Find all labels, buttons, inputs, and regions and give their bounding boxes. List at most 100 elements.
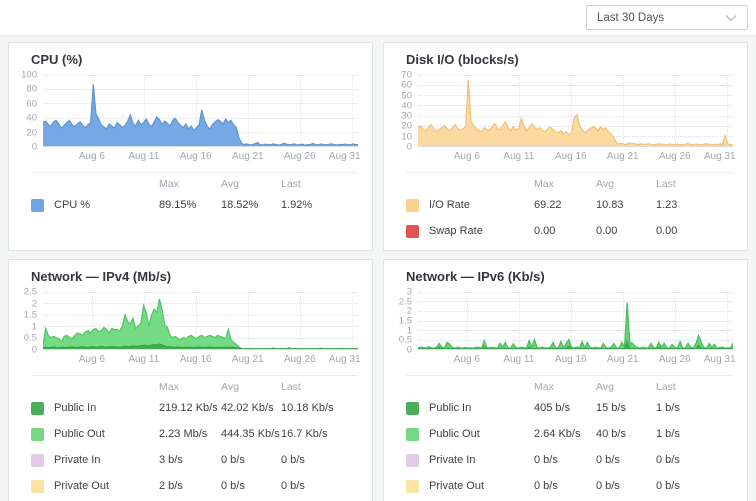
y-tick-label: 2.5 — [23, 286, 37, 298]
time-range-select[interactable]: Last 30 Days — [586, 5, 748, 30]
max-value: 2 b/s — [159, 480, 183, 492]
last-value: 1 b/s — [656, 402, 680, 414]
legend-header-avg: Avg — [221, 381, 239, 393]
y-tick-label: 3 — [406, 286, 412, 298]
legend-row-public-out: Public Out 2.23 Mb/s 444.35 Kb/s 16.7 Kb/s — [31, 421, 358, 447]
avg-value: 10.83 — [596, 199, 624, 211]
legend-header: Max Avg Last — [31, 379, 358, 395]
x-tick-label: Aug 16 — [554, 151, 587, 162]
series-color-swatch — [406, 427, 419, 441]
v-gridline — [622, 292, 624, 349]
legend-header-avg: Avg — [596, 381, 614, 393]
x-tick-label: Aug 16 — [179, 151, 212, 162]
chart-body: 0 10 20 30 40 50 60 70 — [392, 70, 733, 151]
avg-value: 18.52% — [221, 199, 259, 211]
x-tick-label: Aug 16 — [179, 354, 212, 365]
v-gridline — [91, 292, 93, 349]
x-tick-label: Aug 21 — [231, 354, 264, 365]
legend-header: Max Avg Last — [31, 176, 358, 192]
v-gridline — [570, 75, 572, 146]
max-value: 2.64 Kb/s — [534, 428, 581, 440]
chart-panel-disk-io: Disk I/O (blocks/s) 0 10 20 30 40 50 60 70 Aug … — [383, 42, 748, 251]
h-gridline — [418, 105, 733, 107]
y-tick-label: 20 — [401, 120, 412, 132]
last-value: 0 b/s — [281, 480, 305, 492]
series-name: Private In — [429, 454, 476, 466]
v-gridline — [195, 75, 197, 146]
avg-value: 0.00 — [596, 225, 618, 237]
plot-area — [418, 292, 733, 350]
topbar: Last 30 Days — [0, 0, 756, 36]
series-name: Private In — [54, 454, 101, 466]
series-color-swatch — [406, 453, 419, 467]
x-tick-label: Aug 26 — [658, 354, 691, 365]
plot-area — [43, 75, 358, 147]
chart-title: CPU (%) — [31, 52, 83, 67]
last-value: 0.00 — [656, 225, 678, 237]
y-axis: 0 20 40 60 80 100 — [17, 70, 43, 151]
legend-row-private-in: Private In 3 b/s 0 b/s 0 b/s — [31, 447, 358, 473]
series-name: Public In — [429, 402, 472, 414]
chart-series-svg — [418, 75, 733, 146]
legend-label: Swap Rate — [406, 224, 534, 238]
max-value: 405 b/s — [534, 402, 571, 414]
chart-panel-cpu: CPU (%) 0 20 40 60 80 100 Aug 6 Aug 11 Aug 16 Au… — [8, 42, 373, 251]
h-gridline — [418, 301, 733, 303]
series-name: Public Out — [429, 428, 480, 440]
series-area-public-out — [43, 298, 358, 349]
v-gridline — [299, 292, 301, 349]
legend-label: I/O Rate — [406, 198, 534, 212]
series-area-public-in — [43, 343, 358, 349]
legend-table: Max Avg Last Public In 219.12 Kb/s 42.02 Kb/s… — [31, 375, 358, 499]
v-gridline — [351, 75, 353, 146]
legend-header-avg: Avg — [221, 178, 239, 190]
last-value: 10.18 Kb/s — [281, 402, 334, 414]
y-tick-label: 40 — [401, 100, 412, 112]
v-gridline — [518, 75, 520, 146]
x-tick-label: Aug 6 — [78, 151, 105, 162]
x-tick-label: Aug 11 — [503, 151, 535, 162]
chart-panel-net-ipv6: Network — IPv6 (Kb/s) 0 0.5 1 1.5 2 2.5 3 Aug … — [383, 259, 748, 501]
series-color-swatch — [406, 224, 419, 238]
last-value: 1.92% — [281, 199, 313, 211]
series-line-public-in — [418, 341, 733, 348]
y-tick-label: 40 — [26, 112, 37, 124]
chevron-down-icon — [725, 14, 737, 21]
avg-value: 40 b/s — [596, 428, 626, 440]
v-gridline — [247, 75, 249, 146]
series-name: I/O Rate — [429, 199, 470, 211]
y-tick-label: 30 — [401, 110, 412, 122]
x-tick-label: Aug 31 — [703, 151, 736, 162]
series-color-swatch — [31, 453, 44, 467]
chart-series-svg — [418, 292, 733, 349]
legend-label: Public In — [406, 401, 534, 415]
x-tick-label: Aug 26 — [658, 151, 691, 162]
x-tick-label: Aug 16 — [554, 354, 587, 365]
x-tick-label: Aug 11 — [128, 151, 160, 162]
v-gridline — [299, 75, 301, 146]
v-gridline — [195, 292, 197, 349]
legend-header-max: Max — [534, 178, 554, 190]
legend-header-avg: Avg — [596, 178, 614, 190]
h-gridline — [43, 103, 358, 105]
legend-row-private-out: Private Out 0 b/s 0 b/s 0 b/s — [406, 473, 733, 499]
h-gridline — [418, 95, 733, 97]
legend-label: Public In — [31, 401, 159, 415]
last-value: 1 b/s — [656, 428, 680, 440]
max-value: 89.15% — [159, 199, 197, 211]
series-line-i-o-rate — [418, 80, 733, 145]
chart-panel-net-ipv4: Network — IPv4 (Mb/s) 0 0.5 1 1.5 2 2.5 Aug 6… — [8, 259, 373, 501]
last-value: 1.23 — [656, 199, 678, 211]
y-tick-label: 1.5 — [398, 315, 412, 327]
time-range-value: Last 30 Days — [597, 11, 665, 24]
legend-row-private-out: Private Out 2 b/s 0 b/s 0 b/s — [31, 473, 358, 499]
plot-area — [43, 292, 358, 350]
avg-value: 0 b/s — [221, 454, 245, 466]
x-tick-label: Aug 31 — [703, 354, 736, 365]
legend-label: Private In — [406, 453, 534, 467]
plot-area — [418, 75, 733, 147]
v-gridline — [466, 292, 468, 349]
y-tick-label: 1 — [31, 321, 37, 333]
y-tick-label: 60 — [401, 79, 412, 91]
avg-value: 0 b/s — [596, 480, 620, 492]
